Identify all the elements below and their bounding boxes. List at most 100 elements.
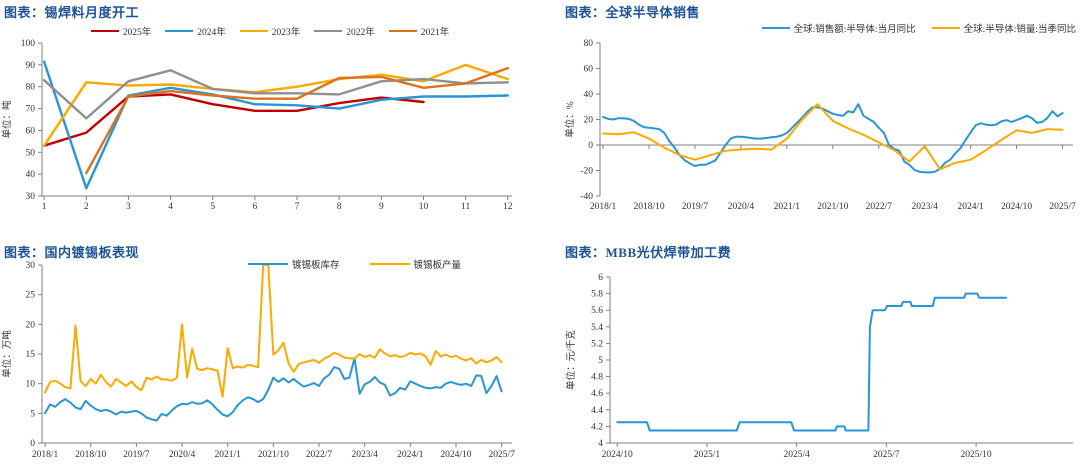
legend-line-swatch <box>165 29 194 33</box>
legend-label: 2022年 <box>346 28 375 38</box>
x-tick-label: 2022/7 <box>306 450 333 460</box>
y-tick-label: 25 <box>26 291 36 301</box>
x-tick-label: 3 <box>126 202 131 212</box>
x-tick-label: 7 <box>295 202 300 212</box>
x-tick-label: 2024/1 <box>957 202 984 212</box>
x-tick-label: 2025/10 <box>961 450 992 460</box>
y-axis: -40 -20 0 20 40 60 80 <box>580 39 601 202</box>
x-tick-label: 2021/10 <box>258 450 289 460</box>
x-tick-label: 2021/1 <box>774 202 801 212</box>
y-tick-label: 80 <box>26 83 36 93</box>
legend-label: 2021年 <box>420 28 450 38</box>
x-axis: 2024/10 2025/1 2025/4 2025/7 2025/10 <box>602 442 1073 460</box>
legend-line-swatch <box>314 29 343 33</box>
legend: 镀锡板库存 镀锡板产量 <box>248 257 461 271</box>
x-axis: 2018/1 2018/10 2019/7 2020/4 2021/1 2021/10 20… <box>32 442 515 460</box>
y-tick-label: 4.6 <box>591 389 603 399</box>
x-tick-label: 2020/4 <box>169 450 196 460</box>
y-tick-label: 6 <box>598 273 603 283</box>
y-axis-unit-label: 单位：% <box>564 101 576 138</box>
y-tick-label: 4.4 <box>591 406 603 416</box>
y-tick-label: 100 <box>21 39 36 49</box>
x-tick-label: 2025/1 <box>694 450 721 460</box>
y-tick-label: 4.8 <box>591 373 603 383</box>
x-tick-label: 2024/10 <box>440 450 471 460</box>
legend-line-swatch <box>761 26 790 30</box>
chart-title: 图表：国内镀锡板表现 <box>4 245 140 260</box>
legend-item: 全球:销售额:半导体:当月同比 <box>761 21 916 35</box>
legend-item: 镀锡板产量 <box>369 257 462 271</box>
legend-item: 全球:半导体:销量:当季同比 <box>931 21 1076 35</box>
x-tick-label: 2025/7 <box>873 450 900 460</box>
y-tick-label: 5.4 <box>591 323 603 333</box>
legend: 2025年 2024年 2023年 2022年 2021年 <box>0 24 540 38</box>
y-tick-label: 4 <box>598 439 603 449</box>
legend-label: 2023年 <box>271 28 301 38</box>
x-tick-label: 2 <box>84 202 89 212</box>
series-line <box>42 93 425 147</box>
x-tick-label: 2020/4 <box>728 202 755 212</box>
chart-title: 图表：全球半导体销售 <box>565 5 701 20</box>
legend-line-swatch <box>248 262 288 266</box>
series-line <box>602 103 1064 174</box>
y-axis-unit-label: 单位：元/千克 <box>565 330 577 390</box>
y-tick-label: 40 <box>26 170 36 180</box>
legend-item: 2024年 <box>165 24 226 38</box>
y-tick-label: 20 <box>584 116 594 126</box>
y-tick-label: 60 <box>584 65 594 75</box>
y-tick-label: 0 <box>588 141 593 151</box>
y-tick-label: 40 <box>584 90 594 100</box>
legend-label: 镀锡板库存 <box>292 261 340 271</box>
y-tick-label: 15 <box>26 350 36 360</box>
y-tick-label: 30 <box>26 192 36 202</box>
y-axis-unit-label: 单位：吨 <box>1 100 13 139</box>
x-tick-label: 1 <box>42 202 47 212</box>
x-tick-label: 2018/1 <box>32 450 59 460</box>
panel-tinplate-performance: 图表：国内镀锡板表现 0 5 10 15 20 25 30 2018/1 2018/10 2019… <box>0 240 540 472</box>
x-tick-label: 2021/1 <box>214 450 241 460</box>
y-axis: 4 4.2 4.4 4.6 4.8 5 5.2 5.4 5.6 5.8 6 <box>591 273 611 449</box>
x-tick-label: 2025/7 <box>1049 202 1076 212</box>
series-line <box>602 103 1064 171</box>
x-tick-label: 2025/7 <box>488 450 515 460</box>
legend-label: 镀锡板产量 <box>413 261 462 271</box>
x-tick-label: 4 <box>168 202 173 212</box>
y-axis-unit-label: 单位：万吨 <box>1 330 13 378</box>
y-tick-label: -20 <box>580 167 593 177</box>
x-tick-label: 12 <box>503 202 513 212</box>
y-tick-label: 5.8 <box>591 290 603 300</box>
legend-line-swatch <box>239 29 268 33</box>
x-tick-label: 2024/1 <box>397 450 424 460</box>
legend-label: 全球:销售额:半导体:当月同比 <box>793 25 916 35</box>
x-tick-label: 2022/7 <box>866 202 893 212</box>
legend-label: 全球:半导体:销量:当季同比 <box>963 25 1076 35</box>
y-tick-label: 5 <box>598 356 603 366</box>
legend-item: 2021年 <box>388 24 450 38</box>
x-tick-label: 2024/10 <box>602 450 633 460</box>
series-line <box>44 357 503 422</box>
x-tick-label: 2023/4 <box>351 450 378 460</box>
y-tick-label: 5.2 <box>591 339 603 349</box>
y-tick-label: 90 <box>26 61 36 71</box>
x-tick-label: 10 <box>419 202 429 212</box>
x-tick-label: 11 <box>461 202 470 212</box>
y-tick-label: -40 <box>580 192 593 202</box>
series-line <box>44 264 503 398</box>
legend-line-swatch <box>931 26 960 30</box>
x-tick-label: 2025/4 <box>783 450 810 460</box>
y-tick-label: 70 <box>26 105 36 115</box>
x-tick-label: 5 <box>210 202 215 212</box>
tinplate-chart-canvas: 0 5 10 15 20 25 30 2018/1 2018/10 2019/7 2020/4 202… <box>1 261 515 460</box>
x-tick-label: 2021/10 <box>817 202 848 212</box>
panel-mbb-ribbon-fee: 图表：MBB光伏焊带加工费 4 4.2 4.4 4.6 4.8 5 5.2 5.4 5.6 5.8… <box>540 240 1080 472</box>
legend-label: 2024年 <box>197 28 226 38</box>
y-tick-label: 20 <box>26 320 36 330</box>
panel-tin-solder-operating: 图表：锡焊料月度开工 2025年 2024年 2023年 2022年 2021年 30 4… <box>0 0 540 240</box>
y-tick-label: 0 <box>30 439 35 449</box>
y-axis: 0 5 10 15 20 25 30 <box>26 261 43 449</box>
x-tick-label: 2019/7 <box>123 450 150 460</box>
semiconductor-chart-canvas: -40 -20 0 20 40 60 80 2018/1 2018/10 2019/7 2020/4… <box>564 39 1076 212</box>
legend-line-swatch <box>369 262 410 266</box>
x-tick-label: 2019/7 <box>682 202 709 212</box>
